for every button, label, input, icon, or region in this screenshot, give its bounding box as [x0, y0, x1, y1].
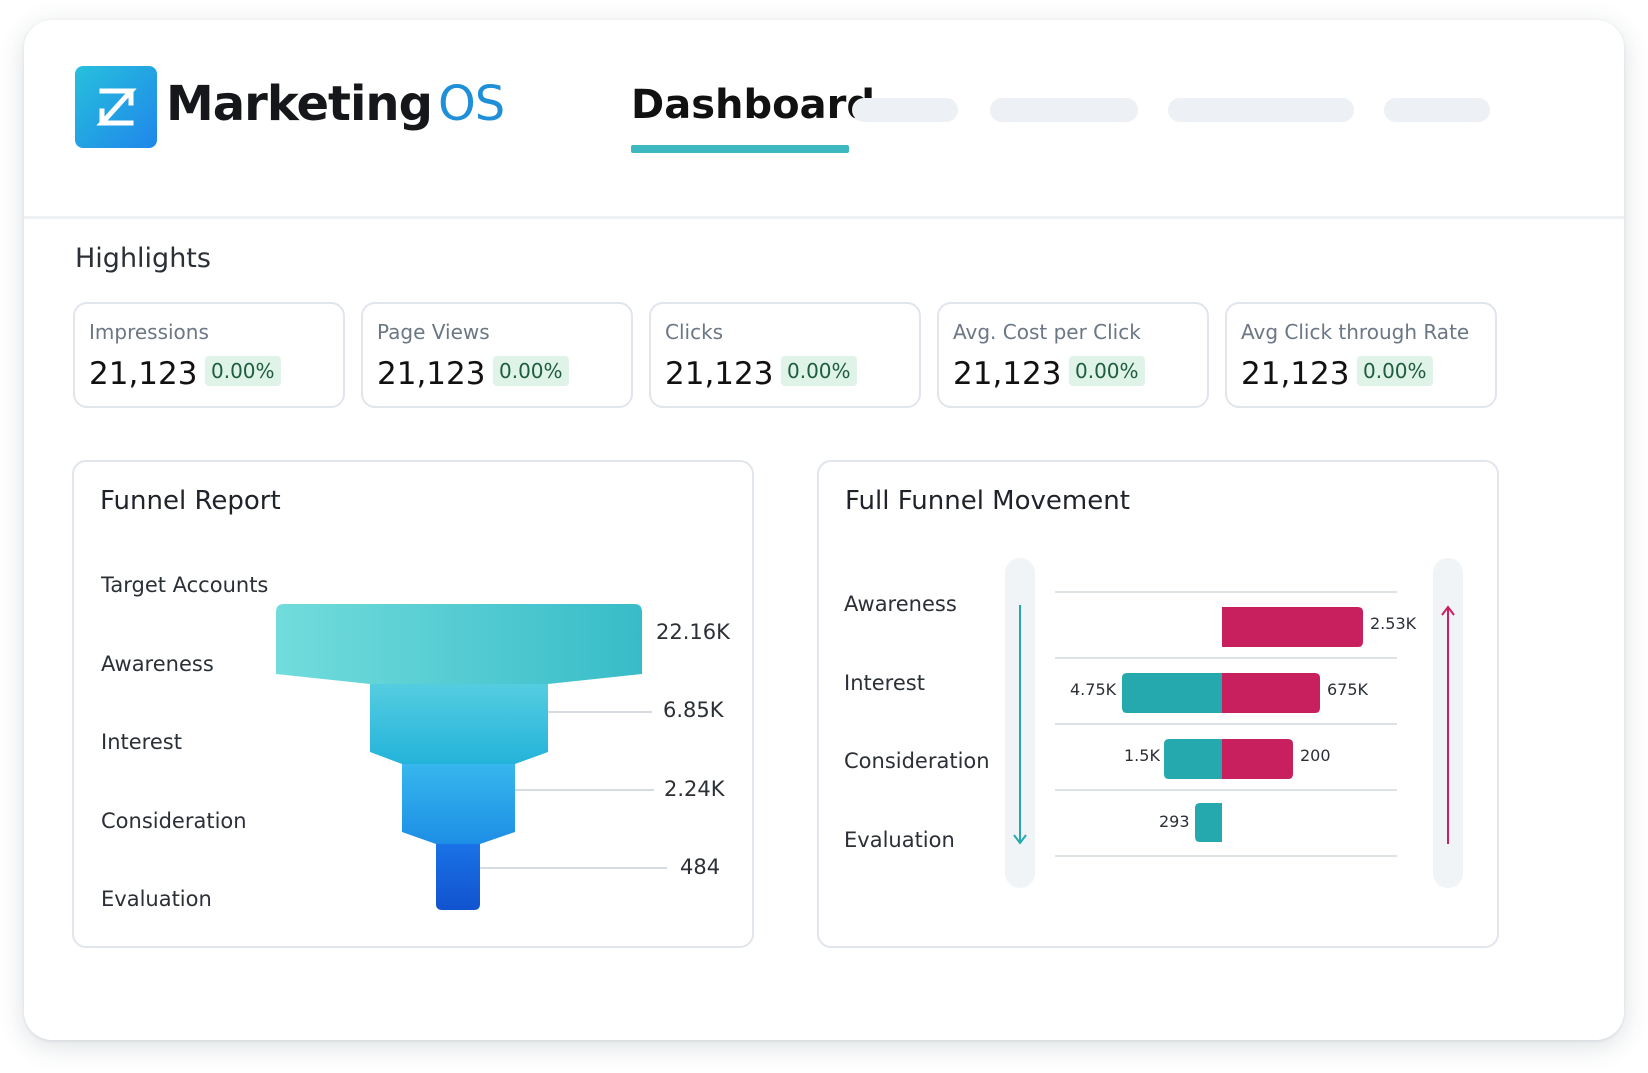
app-window: Marketing OS Dashboard Highlights Impress…: [24, 20, 1624, 1040]
tab-placeholder-3[interactable]: [1168, 98, 1354, 122]
kpi-card-impressions[interactable]: Impressions 21,123 0.00%: [73, 302, 345, 408]
movement-value-left: 293: [1159, 812, 1190, 831]
kpi-label: Impressions: [89, 320, 209, 344]
app-name: Marketing: [166, 76, 433, 132]
active-tab-indicator: [631, 145, 849, 153]
kpi-change-badge: 0.00%: [781, 356, 857, 386]
down-arrow-head: [1013, 834, 1027, 845]
movement-bar-forward[interactable]: [1122, 673, 1222, 713]
logo-icon: [75, 66, 157, 148]
movement-value-right: 200: [1300, 746, 1331, 765]
top-header: Marketing OS Dashboard: [24, 20, 1624, 219]
kpi-value: 21,123: [89, 356, 198, 392]
funnel-value-label: 2.24K: [664, 777, 725, 801]
kpi-label: Avg Click through Rate: [1241, 320, 1470, 344]
kpi-card-clicks[interactable]: Clicks 21,123 0.00%: [649, 302, 921, 408]
movement-stage-label: Awareness: [844, 592, 957, 616]
funnel-stage-1[interactable]: [276, 604, 642, 684]
app-logo-text: Marketing OS: [166, 76, 505, 132]
movement-bar-backward[interactable]: [1222, 673, 1320, 713]
kpi-change-badge: 0.00%: [1069, 356, 1145, 386]
funnel-stage-label: Evaluation: [101, 887, 212, 911]
movement-stage-label: Interest: [844, 671, 925, 695]
kpi-change-badge: 0.00%: [205, 356, 281, 386]
movement-chart: [1005, 558, 1463, 888]
funnel-stage-4[interactable]: [436, 844, 480, 910]
kpi-value: 21,123: [665, 356, 774, 392]
funnel-value-label: 22.16K: [656, 620, 730, 644]
funnel-value-label: 6.85K: [663, 698, 724, 722]
up-arrow-head: [1441, 605, 1455, 616]
tab-dashboard[interactable]: Dashboard: [631, 82, 875, 128]
kpi-value: 21,123: [953, 356, 1062, 392]
full-funnel-title: Full Funnel Movement: [845, 486, 1130, 516]
movement-stage-label: Consideration: [844, 749, 990, 773]
funnel-stage-label: Consideration: [101, 809, 247, 833]
funnel-graphic: [276, 604, 667, 910]
full-funnel-movement-card: Full Funnel Movement Awareness Interest …: [817, 460, 1499, 948]
kpi-card-page-views[interactable]: Page Views 21,123 0.00%: [361, 302, 633, 408]
movement-value-left: 1.5K: [1124, 746, 1160, 765]
funnel-stage-2[interactable]: [370, 684, 548, 764]
funnel-value-label: 484: [680, 855, 721, 879]
kpi-change-badge: 0.00%: [1357, 356, 1433, 386]
kpi-value: 21,123: [377, 356, 486, 392]
kpi-value: 21,123: [1241, 356, 1350, 392]
movement-stage-label: Evaluation: [844, 828, 955, 852]
movement-value-left: 4.75K: [1070, 680, 1117, 699]
app-name-suffix: OS: [437, 76, 505, 132]
movement-value-right: 675K: [1327, 680, 1369, 699]
movement-bar-forward[interactable]: [1195, 803, 1222, 842]
movement-bar-forward[interactable]: [1164, 739, 1222, 779]
funnel-stage-label: Awareness: [101, 652, 214, 676]
funnel-report-title: Funnel Report: [100, 486, 281, 516]
funnel-stage-label: Target Accounts: [101, 573, 269, 597]
kpi-label: Clicks: [665, 320, 724, 344]
tab-placeholder-2[interactable]: [990, 98, 1138, 122]
highlights-title: Highlights: [75, 243, 211, 274]
funnel-report-card: Funnel Report Target Accounts Awareness …: [72, 460, 754, 948]
kpi-label: Page Views: [377, 320, 490, 344]
movement-value-right: 2.53K: [1370, 614, 1417, 633]
kpi-change-badge: 0.00%: [493, 356, 569, 386]
funnel-stage-3[interactable]: [402, 764, 515, 844]
movement-bar-backward[interactable]: [1222, 739, 1293, 779]
funnel-stage-label: Interest: [101, 730, 182, 754]
kpi-card-avg-click-through-rate[interactable]: Avg Click through Rate 21,123 0.00%: [1225, 302, 1497, 408]
tab-placeholder-4[interactable]: [1384, 98, 1490, 122]
kpi-label: Avg. Cost per Click: [953, 320, 1141, 344]
movement-bar-backward[interactable]: [1222, 607, 1363, 647]
tab-placeholder-1[interactable]: [852, 98, 958, 122]
kpi-card-avg-cost-per-click[interactable]: Avg. Cost per Click 21,123 0.00%: [937, 302, 1209, 408]
